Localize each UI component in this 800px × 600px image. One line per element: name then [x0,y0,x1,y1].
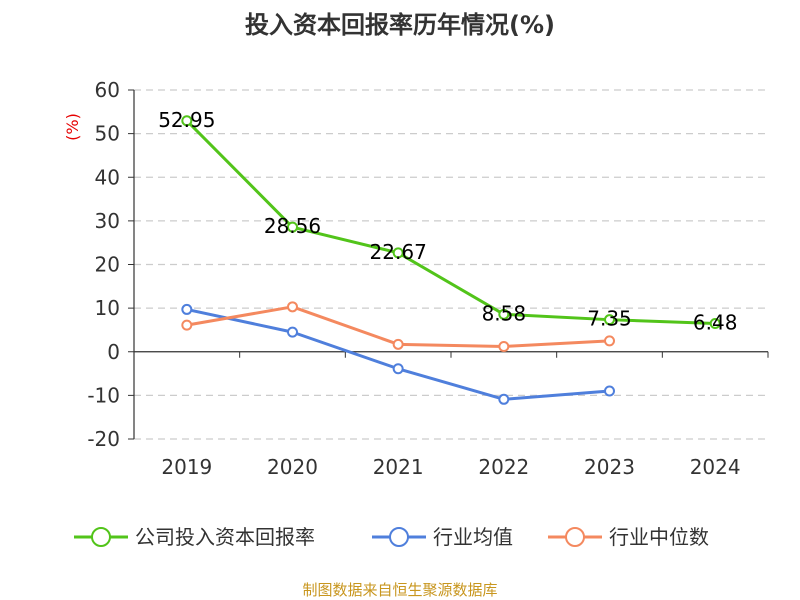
series-line [185,119,716,325]
x-axis-ticks: 2019 2020 2021 2022 2023 2024 [133,351,769,479]
x-tick-label: 2021 [373,455,424,479]
data-point [498,341,510,353]
data-point [604,335,615,347]
y-tick-label: 20 [95,253,120,277]
data-point [392,338,404,350]
x-tick-label: 2020 [267,455,318,479]
series-line [186,307,610,401]
y-axis-unit: (%) [63,113,82,141]
series-points [181,115,721,405]
data-point [287,301,298,313]
data-point [181,115,193,127]
x-tick-label: 2024 [690,455,741,479]
legend-item[interactable]: 行业均值 [372,525,513,549]
legend-marker [389,527,409,547]
data-point [181,319,193,331]
y-tick-label: 0 [107,340,120,364]
y-tick-label: 50 [95,122,120,146]
legend-label: 行业中位数 [609,525,709,549]
data-point [392,363,404,375]
data-label: 28.56 [264,214,321,238]
legend-label: 行业均值 [433,525,513,549]
data-point [498,308,510,320]
x-tick-label: 2023 [584,455,635,479]
y-tick-label: 60 [95,78,120,102]
legend-item[interactable]: 行业中位数 [548,525,709,549]
y-tick-label: 10 [95,296,120,320]
data-label: 22.67 [370,240,427,264]
data-point [392,247,404,259]
x-tick-label: 2022 [478,455,529,479]
y-tick-label: -20 [87,427,120,451]
data-label: 6.48 [693,310,738,334]
data-point [604,385,615,397]
data-label: 8.58 [482,301,527,325]
y-tick-label: -10 [87,383,120,407]
data-point [181,303,193,315]
data-source-note: 制图数据来自恒生聚源数据库 [302,581,497,599]
data-point [604,314,615,326]
data-labels: 52.95 28.56 22.67 8.58 7.35 6.48 [158,108,737,335]
data-point [287,221,298,233]
data-point [287,326,298,338]
data-point [709,317,721,329]
grid-lines [134,89,768,440]
y-axis-ticks: -20 -10 0 10 20 30 40 50 60 [87,78,134,451]
legend-marker [91,527,111,547]
chart-title: 投入资本回报率历年情况(%) [245,11,555,39]
legend-marker [565,527,585,547]
x-tick-label: 2019 [161,455,212,479]
data-point [498,393,510,405]
legend-label: 公司投入资本回报率 [135,525,315,549]
y-tick-label: 30 [95,209,120,233]
legend-item[interactable]: 公司投入资本回报率 [74,525,315,549]
data-label: 7.35 [587,307,632,331]
data-label: 52.95 [158,108,215,132]
y-tick-label: 40 [95,165,120,189]
legend[interactable]: 公司投入资本回报率 行业均值 行业中位数 [74,525,709,549]
